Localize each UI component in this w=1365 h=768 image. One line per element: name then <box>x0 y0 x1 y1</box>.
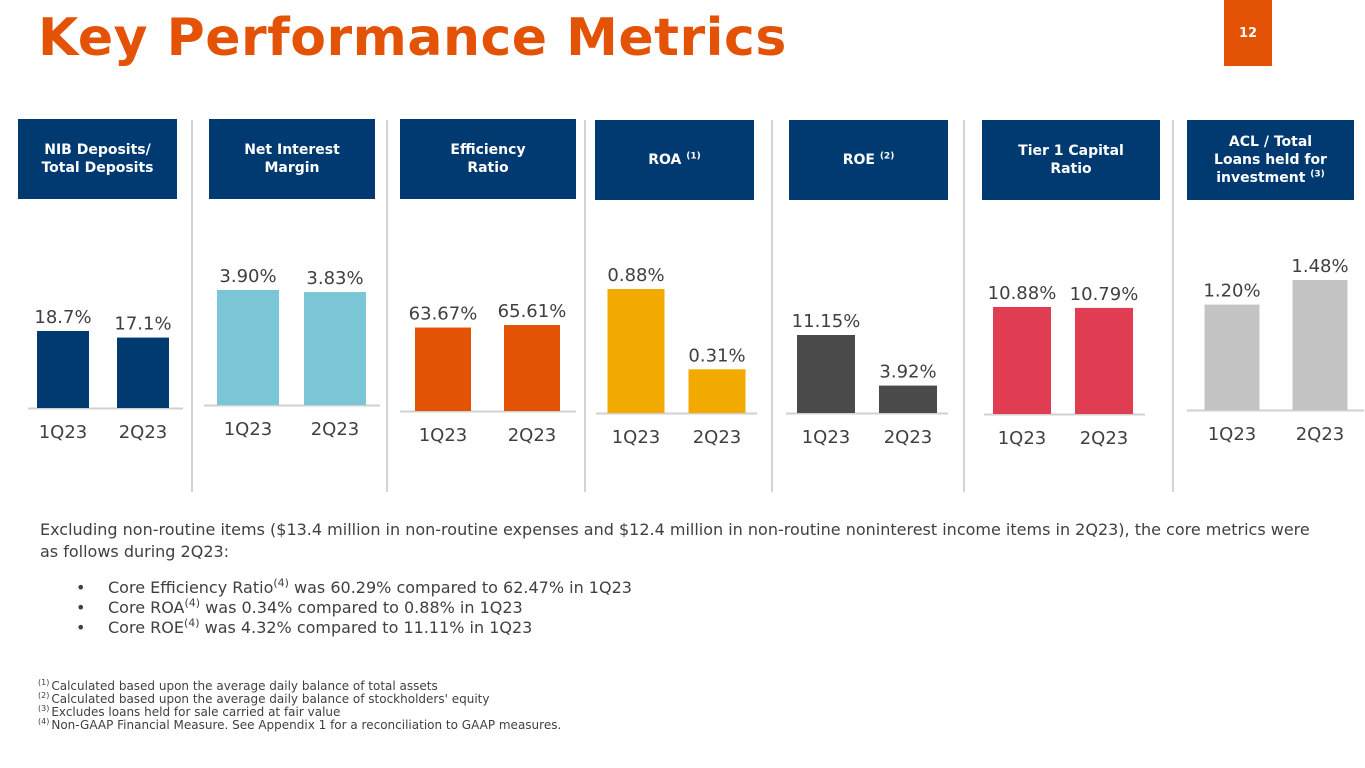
metric-header-line: Net Interest <box>244 142 340 158</box>
list-item: • Core Efficiency Ratio(4) was 60.29% co… <box>40 578 632 598</box>
chart-data-label: 10.88% <box>988 283 1057 304</box>
chart-data-label: 0.88% <box>607 265 664 286</box>
metric-header-line: investment <box>1216 170 1306 186</box>
chart-bar <box>688 369 746 413</box>
chart-tick-label: 1Q23 <box>39 422 88 443</box>
metric-header-line: Total Deposits <box>41 160 154 176</box>
chart-bar <box>1075 307 1133 414</box>
metric-header-line: Ratio <box>467 160 509 176</box>
chart-tick-label: 2Q23 <box>508 425 557 446</box>
footnote: (4) Non-GAAP Financial Measure. See Appen… <box>38 717 562 732</box>
chart-bar <box>504 325 560 411</box>
chart-data-label: 65.61% <box>498 301 567 322</box>
metric-header-footnote-marker: (1) <box>686 151 701 162</box>
panel-divider <box>1172 120 1174 492</box>
list-item: • Core ROA(4) was 0.34% compared to 0.88… <box>40 598 632 618</box>
chart-tick-label: 1Q23 <box>612 427 661 448</box>
chart-bar <box>117 337 169 408</box>
chart-bar <box>607 289 665 413</box>
metric-header-nib-deposits: NIB Deposits/Total Deposits <box>18 119 177 199</box>
bullet-text: Core ROE(4) was 4.32% compared to 11.11%… <box>108 616 533 637</box>
chart-tick-label: 2Q23 <box>884 427 933 448</box>
chart-data-label: 11.15% <box>792 311 861 332</box>
panel-divider <box>386 120 388 492</box>
chart-bar <box>1204 304 1260 410</box>
chart-tick-label: 2Q23 <box>1080 428 1129 449</box>
footnotes: (1) Calculated based upon the average dai… <box>38 678 562 732</box>
metric-header-net-interest-margin: Net Interest Margin <box>209 119 375 199</box>
page-title: Key Performance Metrics <box>38 8 787 68</box>
chart-data-label: 1.20% <box>1203 281 1260 302</box>
chart-bar <box>993 307 1051 414</box>
metric-header-footnote-marker: (3) <box>1310 169 1325 180</box>
metric-header-line: Margin <box>264 160 320 176</box>
metric-header-footnote-marker: (2) <box>879 151 895 162</box>
footnote: (3) Excludes loans held for sale carried … <box>38 704 341 719</box>
metric-header-line: Loans held for <box>1214 152 1327 168</box>
chart-tick-label: 1Q23 <box>224 419 273 440</box>
chart-data-label: 0.31% <box>688 345 745 366</box>
panel-divider <box>584 120 586 492</box>
chart-bar <box>37 331 89 408</box>
bullet-text: Core ROA(4) was 0.34% compared to 0.88% … <box>108 596 523 617</box>
chart-data-label: 3.83% <box>306 268 363 289</box>
metric-header-roe: ROE (2) <box>789 120 948 200</box>
chart-tick-label: 2Q23 <box>693 427 742 448</box>
chart-bar <box>415 327 471 411</box>
chart-data-label: 3.90% <box>219 266 276 287</box>
chart-data-label: 1.48% <box>1291 256 1348 277</box>
chart-data-label: 3.92% <box>879 362 936 383</box>
footnote: (2) Calculated based upon the average dai… <box>38 691 490 706</box>
chart-tick-label: 2Q23 <box>1296 424 1345 445</box>
chart-data-label: 17.1% <box>114 314 171 335</box>
chart-tick-label: 2Q23 <box>119 422 168 443</box>
list-item: • Core ROE(4) was 4.32% compared to 11.1… <box>40 618 632 638</box>
metric-header-tier1-capital: Tier 1 Capital Ratio <box>982 120 1160 200</box>
panel-divider <box>771 120 773 492</box>
footnote: (1) Calculated based upon the average dai… <box>38 678 438 693</box>
bullet-icon: • <box>76 598 86 617</box>
chart-data-label: 63.67% <box>409 304 478 325</box>
chart-bar <box>217 290 279 405</box>
chart-bar <box>1292 280 1348 410</box>
metric-header-line: ROE <box>842 152 875 168</box>
metric-header-line: Efficiency <box>450 142 526 158</box>
bullet-icon: • <box>76 618 86 637</box>
metric-header-line: Ratio <box>1050 161 1092 177</box>
core-metrics-intro: Excluding non-routine items ($13.4 milli… <box>40 520 1310 561</box>
chart-tick-label: 1Q23 <box>998 428 1047 449</box>
metric-header-roa: ROA (1) <box>595 120 754 200</box>
chart-data-label: 10.79% <box>1070 284 1139 305</box>
panel-divider <box>191 120 193 492</box>
chart-bar <box>797 335 855 413</box>
bullet-text: Core Efficiency Ratio(4) was 60.29% comp… <box>108 576 632 597</box>
chart-bar <box>879 385 937 413</box>
chart-tick-label: 1Q23 <box>1208 424 1257 445</box>
chart-tick-label: 1Q23 <box>419 425 468 446</box>
chart-data-label: 18.7% <box>34 307 91 328</box>
core-metrics-list: • Core Efficiency Ratio(4) was 60.29% co… <box>40 578 632 638</box>
metric-header-line: ACL / Total <box>1228 134 1313 150</box>
metric-header-acl-total-loans: ACL / Total Loans held for investment (3) <box>1187 120 1354 200</box>
metric-header-line: ROA <box>648 152 682 168</box>
panel-divider <box>963 120 965 492</box>
bullet-icon: • <box>76 578 86 597</box>
metric-header-line: NIB Deposits/ <box>44 142 151 158</box>
metric-header-efficiency-ratio: Efficiency Ratio <box>400 119 576 199</box>
page-number-badge: 12 <box>1224 0 1272 66</box>
metric-header-line: Tier 1 Capital <box>1018 143 1124 159</box>
chart-bar <box>304 292 366 405</box>
chart-tick-label: 2Q23 <box>311 419 360 440</box>
chart-tick-label: 1Q23 <box>802 427 851 448</box>
